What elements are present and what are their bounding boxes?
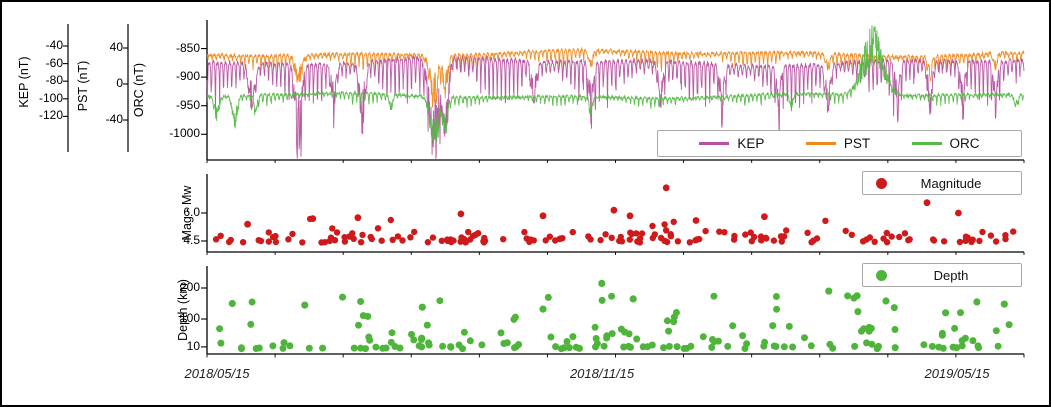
depth-legend: Depth (862, 263, 1022, 287)
y-tick-label: -40 (45, 38, 63, 52)
y-tick-label: -80 (45, 73, 63, 88)
y-tick-label: -40 (105, 112, 123, 126)
y-tick-label: -1000 (169, 126, 200, 141)
x-tick-date-middle: 2018/11/15 (569, 366, 635, 381)
y-tick-label: -850 (175, 40, 200, 55)
legend-entry-kep: KEP (699, 136, 764, 151)
depth-dot-icon (876, 269, 887, 281)
y-tick-label: -120 (38, 108, 63, 123)
magnitude-dot-icon (876, 177, 887, 189)
orc-line-swatch (911, 142, 942, 145)
orc-axis-label: ORC (nT) (132, 62, 146, 118)
y-tick-label: 40 (109, 40, 123, 54)
x-tick-date-start: 2018/05/15 (184, 366, 250, 381)
depth-legend-label: Depth (933, 267, 969, 283)
magnitude-legend-label: Magnitude (920, 175, 982, 191)
magnetometer-legend: KEP PST ORC (657, 130, 1022, 157)
y-tick-label: -950 (175, 97, 200, 112)
legend-entry-pst: PST (805, 136, 871, 151)
y-tick-label: 100 (179, 311, 200, 325)
y-tick-label: -100 (38, 90, 63, 105)
legend-entry-orc: ORC (911, 136, 980, 151)
y-tick-label: 10 (186, 338, 200, 353)
y-tick-label: 200 (179, 280, 200, 294)
y-tick-label: 0 (116, 76, 123, 90)
y-tick-label: -60 (45, 55, 63, 70)
y-tick-label: 4.5 (183, 233, 200, 247)
x-tick-date-end: 2019/05/15 (924, 366, 990, 381)
y-tick-label: -900 (175, 69, 200, 84)
legend-label-pst: PST (843, 136, 871, 151)
magnitude-legend: Magnitude (862, 171, 1022, 195)
legend-label-orc: ORC (949, 136, 980, 151)
pst-line-swatch (805, 142, 836, 145)
y-tick-label: 6.0 (183, 204, 200, 219)
legend-label-kep: KEP (737, 136, 765, 151)
kep-line-swatch (699, 142, 730, 145)
